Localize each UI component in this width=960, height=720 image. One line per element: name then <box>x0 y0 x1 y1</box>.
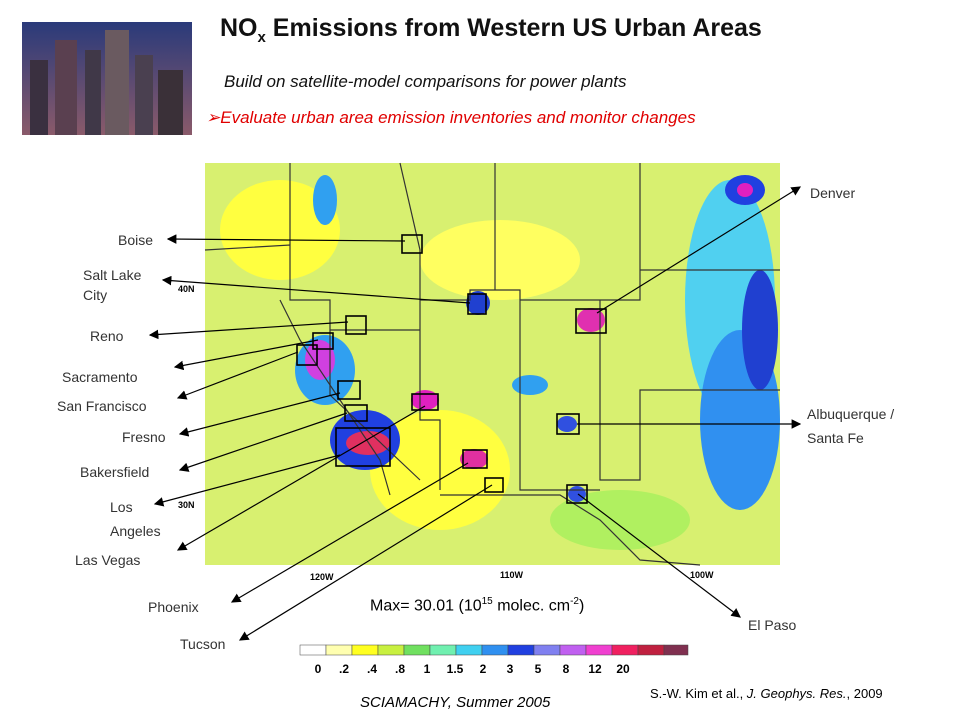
colorbar-label: 2 <box>479 662 487 676</box>
colorbar-label: .4 <box>366 662 377 676</box>
max-text: Max= 30.01 (10 <box>370 597 482 615</box>
city-label: Los Angeles <box>110 499 161 539</box>
colorbar-label: .2 <box>338 662 349 676</box>
city-label: Fresno <box>122 429 166 445</box>
city-photo <box>22 22 192 135</box>
colorbar-label: 1.5 <box>446 662 464 676</box>
city-label: Bakersfield <box>80 464 150 480</box>
colorbar-label: 1 <box>423 662 431 676</box>
title-text: NO <box>220 14 258 42</box>
citation-text: , 2009 <box>846 686 883 701</box>
colorbar-label: 3 <box>506 662 514 676</box>
colorbar <box>299 644 689 656</box>
city-label: San Francisco <box>57 398 147 414</box>
bullet: ➢Evaluate urban area emission inventorie… <box>206 108 696 128</box>
colorbar-label: 5 <box>534 662 542 676</box>
max-sup: -2 <box>570 596 579 607</box>
source: SCIAMACHY, Summer 2005 <box>360 694 551 711</box>
map <box>204 162 780 566</box>
city-label: Boise <box>118 232 154 248</box>
city-label: Sacramento <box>62 369 138 385</box>
city-label: Tucson <box>180 636 226 652</box>
lon-label: 120W <box>310 572 334 582</box>
bullet: Build on satellite-model comparisons for… <box>224 72 627 91</box>
city-label: Salt Lake City <box>83 267 142 303</box>
colorbar-label: 20 <box>616 662 630 676</box>
title-subscript: x <box>257 29 266 46</box>
colorbar-label: .8 <box>394 662 405 676</box>
city-label: Albuquerque / Santa Fe <box>807 406 895 446</box>
lon-label: 110W <box>500 570 524 580</box>
city-label: Reno <box>90 328 124 344</box>
max-sup: 15 <box>481 596 493 607</box>
lat-label: 30N <box>178 500 195 510</box>
city-label: Phoenix <box>148 599 199 615</box>
citation-journal: J. Geophys. Res. <box>746 686 847 701</box>
lon-label: 100W <box>690 570 714 580</box>
title-text: Emissions from Western US Urban Areas <box>265 14 762 42</box>
colorbar-label: 12 <box>588 662 602 676</box>
arrows <box>148 186 802 641</box>
city-label: Denver <box>810 185 856 201</box>
bullet-text: Evaluate urban area emission inventories… <box>220 108 696 127</box>
bullet-arrow: ➢ <box>206 108 221 127</box>
colorbar-label: 8 <box>562 662 570 676</box>
city-boxes <box>296 234 607 504</box>
max-label: Max= 30.01 (1015 molec. cm-2) <box>370 596 584 615</box>
colorbar-label: 0 <box>314 662 322 676</box>
city-label: Las Vegas <box>75 552 141 568</box>
city-label: El Paso <box>748 617 797 633</box>
title: NOx Emissions from Western US Urban Area… <box>220 14 762 46</box>
max-text: molec. cm <box>492 597 571 615</box>
max-text: ) <box>579 597 585 615</box>
citation: S.-W. Kim et al., J. Geophys. Res., 2009 <box>650 686 883 701</box>
citation-text: S.-W. Kim et al., <box>650 686 747 701</box>
lat-label: 40N <box>178 284 195 294</box>
